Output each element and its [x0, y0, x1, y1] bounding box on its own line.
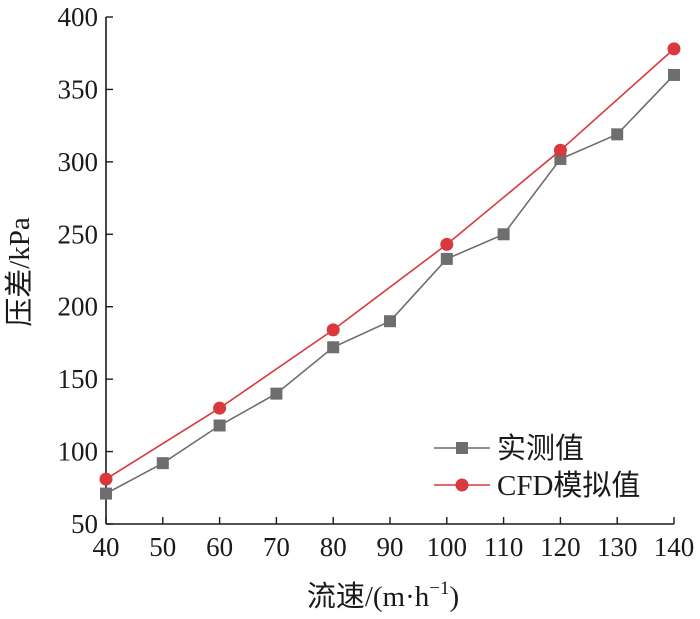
x-axis-label-main: 流速/(m·h	[307, 580, 430, 613]
data-point-1-3	[440, 237, 454, 251]
legend-label-cfd: CFD模拟值	[497, 469, 640, 502]
x-tick-label-100: 100	[427, 532, 468, 562]
y-tick-label-300: 300	[58, 147, 99, 177]
x-tick-label-90: 90	[377, 532, 404, 562]
legend-marker-cfd	[455, 478, 469, 492]
y-tick-label-50: 50	[71, 509, 98, 539]
data-point-0-7	[497, 228, 510, 241]
axes	[105, 17, 674, 525]
data-point-1-0	[99, 472, 113, 486]
data-point-0-5	[384, 315, 396, 328]
legend-marker-measured	[456, 442, 468, 454]
data-point-1-5	[667, 42, 681, 56]
x-tick-label-110: 110	[484, 532, 524, 562]
data-point-0-3	[270, 387, 283, 400]
data-point-0-4	[327, 341, 340, 354]
x-tick-label-120: 120	[540, 532, 581, 562]
y-tick-label-250: 250	[58, 219, 99, 249]
y-tick-label-350: 350	[58, 74, 99, 104]
y-tick-label-150: 150	[58, 364, 99, 394]
series-lines	[105, 48, 675, 495]
y-tick-label-100: 100	[58, 437, 99, 467]
data-point-1-2	[326, 323, 340, 337]
data-point-0-1	[156, 457, 169, 470]
series-line-1	[105, 48, 675, 480]
series-line-0	[105, 74, 675, 495]
x-tick-label-60: 60	[206, 532, 233, 562]
y-tick-label-200: 200	[58, 292, 99, 322]
x-axis-label-end: )	[449, 581, 459, 613]
legend: 实测值 CFD模拟值	[434, 432, 640, 502]
legend-label-measured: 实测值	[497, 432, 584, 465]
data-point-0-6	[440, 252, 453, 265]
data-point-0-2	[213, 419, 226, 432]
data-point-1-1	[213, 401, 227, 415]
x-tick-label-70: 70	[263, 532, 290, 562]
y-axis-label: 压差/kPa	[3, 217, 36, 327]
series-markers	[99, 42, 681, 500]
y-tick-label-400: 400	[58, 2, 99, 32]
x-tick-label-40: 40	[93, 532, 120, 562]
data-point-0-9	[611, 128, 624, 141]
x-tick-label-50: 50	[149, 532, 176, 562]
x-tick-label-140: 140	[654, 532, 695, 562]
x-tick-label-80: 80	[320, 532, 347, 562]
x-axis-label-sup: −1	[429, 578, 449, 599]
data-point-1-4	[553, 143, 567, 157]
data-point-0-0	[100, 487, 112, 500]
data-point-0-10	[668, 68, 680, 81]
x-axis-label: 流速/(m·h−1)	[307, 578, 459, 613]
x-tick-label-130: 130	[597, 532, 638, 562]
